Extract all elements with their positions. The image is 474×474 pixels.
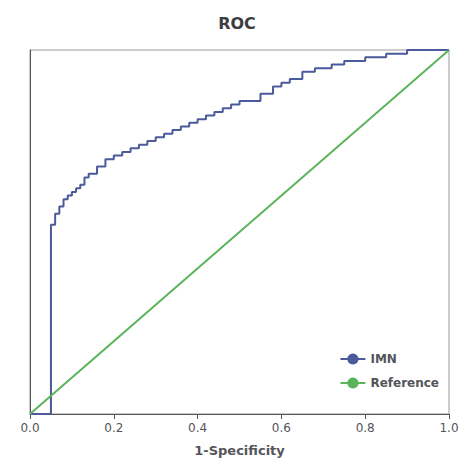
svg-text:ROC: ROC bbox=[218, 14, 256, 33]
svg-text:Reference: Reference bbox=[370, 376, 439, 390]
svg-text:0.2: 0.2 bbox=[104, 421, 123, 435]
svg-text:0.8: 0.8 bbox=[356, 421, 375, 435]
svg-text:0.6: 0.6 bbox=[272, 421, 291, 435]
svg-text:1.0: 1.0 bbox=[439, 421, 458, 435]
svg-text:1-Specificity: 1-Specificity bbox=[194, 443, 285, 458]
svg-text:0.4: 0.4 bbox=[188, 421, 207, 435]
svg-text:0.0: 0.0 bbox=[20, 421, 39, 435]
svg-text:IMN: IMN bbox=[370, 352, 396, 366]
